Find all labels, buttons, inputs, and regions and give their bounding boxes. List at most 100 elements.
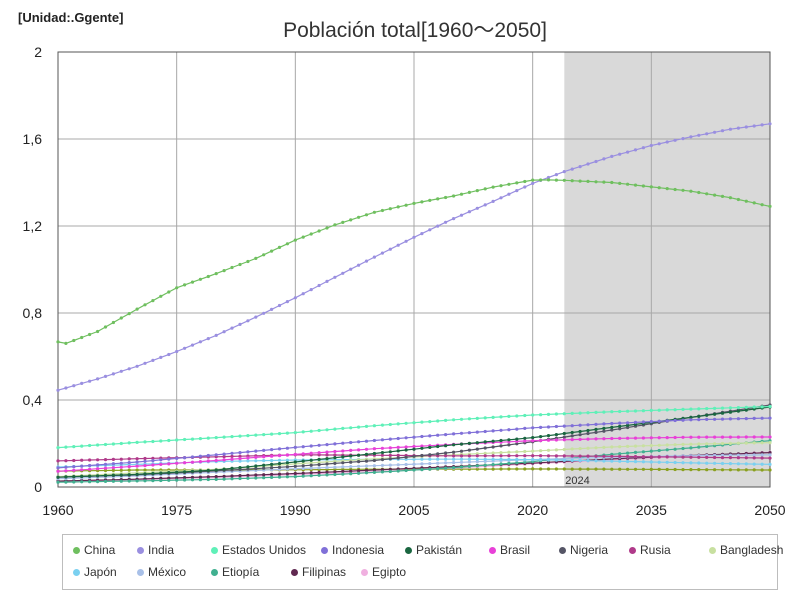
y-tick-label: 0,4	[23, 392, 43, 408]
data-point	[333, 465, 337, 469]
data-point	[578, 454, 582, 458]
data-point	[610, 459, 614, 463]
data-point	[452, 457, 456, 461]
data-point	[546, 458, 551, 462]
data-point	[728, 406, 733, 410]
data-point	[190, 478, 195, 482]
data-point	[499, 451, 503, 455]
data-point	[72, 480, 76, 484]
legend-label: Filipinas	[302, 565, 347, 579]
data-point	[673, 443, 677, 447]
data-point	[602, 426, 606, 430]
data-point	[452, 217, 456, 221]
data-point	[214, 458, 218, 463]
data-point	[523, 413, 527, 418]
data-point	[127, 461, 131, 465]
data-point	[214, 468, 218, 472]
data-point	[610, 421, 614, 426]
data-point	[428, 420, 432, 424]
data-point	[681, 442, 685, 446]
data-point	[546, 425, 551, 429]
data-point	[705, 461, 709, 465]
data-point	[277, 472, 282, 476]
data-point	[143, 472, 147, 476]
data-point	[333, 449, 337, 454]
data-point	[570, 467, 574, 471]
data-point	[483, 467, 487, 471]
data-point	[681, 435, 685, 439]
data-point	[206, 459, 210, 463]
data-point	[293, 471, 297, 476]
data-point	[135, 440, 139, 444]
data-point	[151, 471, 155, 476]
data-point	[270, 458, 274, 463]
data-point	[246, 319, 250, 323]
data-point	[578, 433, 582, 437]
data-point	[380, 438, 384, 442]
data-point	[412, 447, 416, 451]
data-point	[317, 451, 321, 455]
x-tick-label: 2020	[517, 502, 548, 518]
data-point	[720, 456, 725, 460]
data-point	[657, 408, 661, 412]
data-point	[594, 427, 598, 431]
data-point	[214, 453, 218, 457]
data-point	[760, 405, 764, 409]
data-point	[198, 340, 202, 344]
data-point	[412, 468, 416, 472]
data-point	[752, 124, 756, 128]
legend-item: Estados Unidos	[211, 543, 306, 557]
data-point	[206, 274, 210, 279]
data-point	[364, 468, 369, 472]
data-point	[507, 438, 511, 442]
data-point	[705, 407, 709, 411]
data-point	[230, 466, 234, 470]
data-point	[618, 459, 622, 463]
data-point	[412, 454, 416, 458]
data-point	[594, 410, 598, 414]
data-point	[277, 462, 282, 466]
data-point	[135, 307, 139, 311]
data-point	[554, 438, 559, 442]
data-point	[673, 418, 677, 423]
data-point	[602, 422, 606, 426]
data-point	[277, 458, 282, 462]
data-point	[151, 358, 155, 362]
data-point	[578, 429, 582, 434]
data-point	[523, 467, 527, 471]
data-point	[673, 467, 677, 472]
legend-label: Japón	[84, 565, 117, 579]
data-point	[744, 462, 748, 466]
data-point	[388, 437, 392, 441]
data-point	[499, 415, 503, 419]
data-point	[222, 477, 226, 481]
data-point	[135, 479, 139, 483]
data-point	[357, 215, 361, 219]
data-point	[183, 346, 187, 350]
data-point	[649, 185, 653, 189]
data-point	[436, 467, 440, 471]
data-point	[562, 467, 566, 471]
data-point	[452, 466, 456, 470]
data-point	[254, 464, 258, 468]
data-point	[96, 458, 100, 462]
data-point	[728, 127, 733, 131]
data-point	[633, 148, 638, 152]
data-point	[127, 473, 131, 477]
data-point	[515, 189, 519, 193]
data-point	[64, 459, 68, 463]
data-point	[444, 433, 448, 437]
data-point	[56, 475, 60, 479]
data-point	[570, 454, 574, 458]
data-point	[333, 470, 337, 474]
legend-label: Etiopía	[222, 565, 260, 579]
data-point	[183, 461, 187, 465]
data-point	[143, 361, 147, 365]
data-point	[475, 206, 479, 210]
data-point	[301, 474, 305, 478]
data-point	[262, 463, 266, 467]
data-point	[56, 469, 60, 473]
data-point	[507, 457, 511, 462]
data-point	[681, 188, 685, 192]
data-point	[475, 189, 479, 193]
